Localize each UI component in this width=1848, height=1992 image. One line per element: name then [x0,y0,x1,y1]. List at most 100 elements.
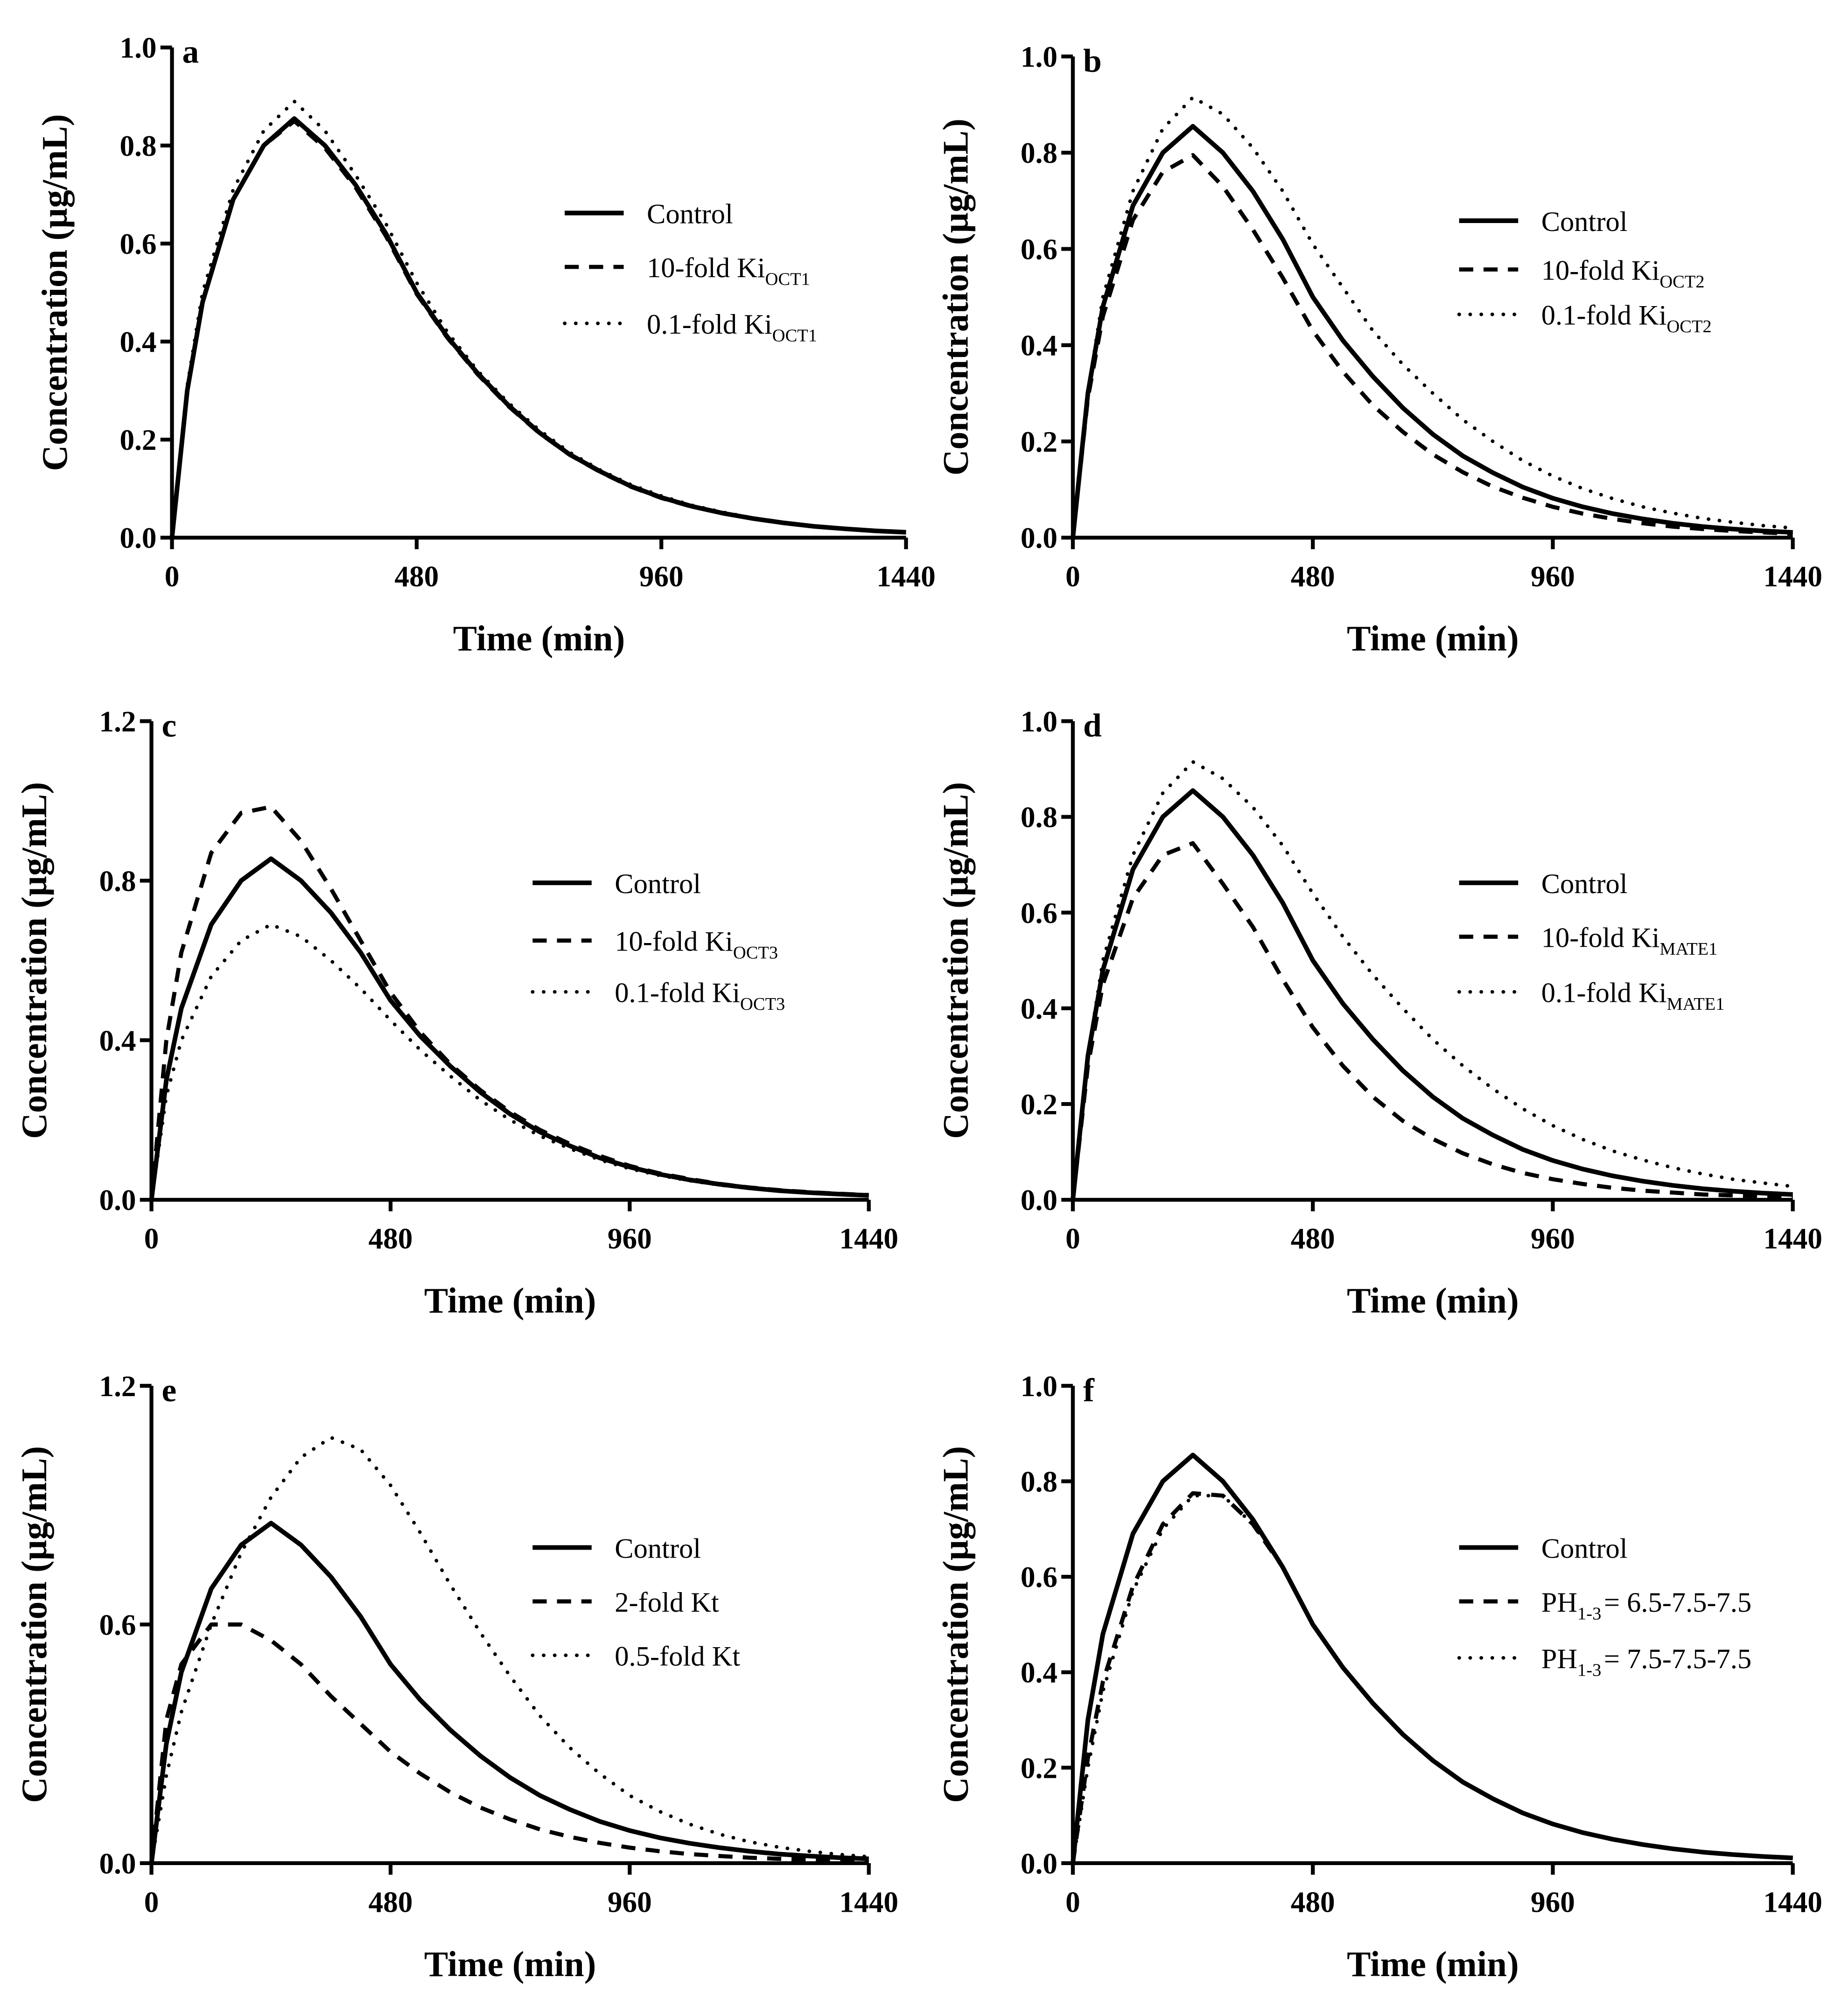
legend-label-subscript: MATE1 [1667,994,1725,1014]
legend-label: PH1-3 = 7.5-7.5-7.5 [1541,1643,1751,1680]
legend-label-subscript: OCT2 [1659,272,1704,292]
x-tick-label: 480 [1291,1886,1335,1918]
panel-letter: e [162,1372,177,1409]
panel-e: 0.0 0.6 1.2 0 480 960 1440 Time (min) Concentrat… [14,1370,898,1984]
y-axis-title: Concentration (µg/mL) [14,782,54,1139]
x-tick-label: 1440 [876,560,935,593]
legend-label-subscript: 1-3 [1577,1604,1601,1623]
x-tick-label: 480 [394,560,439,593]
y-tick-label: 0.0 [1021,1184,1057,1216]
legend-label-main: 10-fold Ki [1541,255,1660,286]
x-tick-label: 1440 [1763,1886,1822,1918]
legend-label: 10-fold KiOCT2 [1541,255,1705,291]
legend-label-main: Control [1541,206,1628,238]
y-tick-label: 0.4 [1021,993,1057,1025]
series-line-solid [1071,788,1793,1200]
legend-label-main: PH [1541,1643,1577,1675]
legend-label: 0.1-fold KiMATE1 [1541,978,1725,1014]
x-tick-label: 0 [1065,1886,1080,1918]
panel-letter: b [1083,42,1102,79]
x-tick-label: 480 [369,1886,413,1918]
x-tick-label: 960 [1531,1223,1575,1255]
y-tick-label: 0.0 [1021,1847,1057,1880]
legend-label-subscript: OCT3 [733,943,778,963]
legend-label-main: Control [615,1533,701,1564]
y-tick-label: 0.2 [1021,1088,1057,1121]
y-tick-label: 0.0 [119,522,156,554]
y-axis-title: Concentration (µg/mL) [935,1446,975,1803]
x-axis-title: Time (min) [1347,1280,1519,1321]
x-axis-title: Time (min) [424,1944,596,1984]
y-tick-label: 0.2 [119,424,156,456]
legend-label: 10-fold KiMATE1 [1541,922,1718,958]
x-tick-label: 1440 [840,1223,898,1255]
x-axis-title: Time (min) [424,1280,596,1321]
x-tick-label: 1440 [840,1886,898,1918]
legend-label: 10-fold KiOCT1 [647,252,810,289]
x-axis-title: Time (min) [1347,1944,1519,1984]
legend-label-main: 10-fold Ki [647,252,765,284]
legend-label: 0.1-fold KiOCT3 [615,978,785,1014]
y-axis-title: Concentration (µg/mL) [35,114,75,471]
legend-label-main: 10-fold Ki [1541,922,1660,953]
x-tick-label: 480 [1291,560,1335,593]
legend-label-main: 0.1-fold Ki [1541,978,1667,1009]
legend-label-suffix: = 6.5-7.5-7.5 [1604,1587,1751,1618]
legend-label-main: 10-fold Ki [615,926,733,958]
series-line-solid [149,856,869,1200]
y-axis-title: Concentration (µg/mL) [14,1446,54,1803]
legend-label-main: 0.5-fold Kt [615,1641,740,1672]
legend-label-main: Control [647,198,733,230]
legend-label: Control [615,868,701,900]
legend-label: 10-fold KiOCT3 [615,926,778,963]
x-tick-label: 480 [369,1223,413,1255]
y-tick-label: 1.0 [1021,705,1057,738]
y-tick-label: 0.0 [99,1847,136,1880]
legend-label-subscript: OCT1 [772,326,817,345]
legend-label: Control [647,198,733,230]
series-line-solid [1071,1453,1793,1864]
legend-label: 0.5-fold Kt [615,1641,740,1672]
y-tick-label: 0.4 [1021,329,1057,362]
legend-label-main: 2-fold Kt [615,1587,719,1618]
legend-label-subscript: MATE1 [1659,939,1717,959]
y-tick-label: 0.6 [1021,233,1057,266]
legend-label-subscript: 1-3 [1577,1660,1601,1680]
panel-letter: d [1083,707,1102,744]
legend-label: 0.1-fold KiOCT1 [647,309,817,345]
legend-label-subscript: OCT1 [765,269,810,289]
panel-letter: f [1083,1372,1095,1409]
series-line-dotted [1071,760,1795,1202]
x-tick-label: 0 [144,1886,159,1918]
panel-c: 0.0 0.4 0.8 1.2 0 480 960 1440 Time (min) Concent… [14,705,898,1321]
y-tick-label: 1.0 [1021,1370,1057,1403]
legend-label: Control [1541,868,1628,900]
x-tick-label: 1440 [1763,1223,1822,1255]
y-tick-label: 0.4 [1021,1657,1057,1689]
series-line-dotted [149,923,871,1202]
y-tick-label: 0.8 [1021,1466,1057,1498]
panel-letter: a [182,34,199,70]
x-tick-label: 960 [1531,1886,1575,1918]
y-tick-label: 0.8 [119,130,156,162]
series-line-dotted [1071,1494,1795,1865]
legend-label: Control [615,1533,701,1564]
panel-letter: c [162,707,177,744]
x-axis-title: Time (min) [1347,618,1519,658]
series-line-dotted [1071,95,1795,540]
x-tick-label: 1440 [1763,560,1822,593]
y-tick-label: 0.6 [1021,897,1057,930]
y-tick-label: 1.0 [119,32,156,64]
legend-label-main: Control [615,868,701,900]
x-tick-label: 960 [639,560,684,593]
y-tick-label: 0.2 [1021,426,1057,458]
y-tick-label: 1.2 [99,1370,136,1403]
y-tick-label: 0.8 [1021,137,1057,169]
legend-label: Control [1541,206,1628,238]
legend-label-subscript: OCT3 [740,994,785,1014]
y-tick-label: 0.8 [99,865,136,897]
y-tick-label: 0.0 [99,1184,136,1216]
y-tick-label: 0.2 [1021,1752,1057,1784]
legend-label: 0.1-fold KiOCT2 [1541,300,1712,336]
